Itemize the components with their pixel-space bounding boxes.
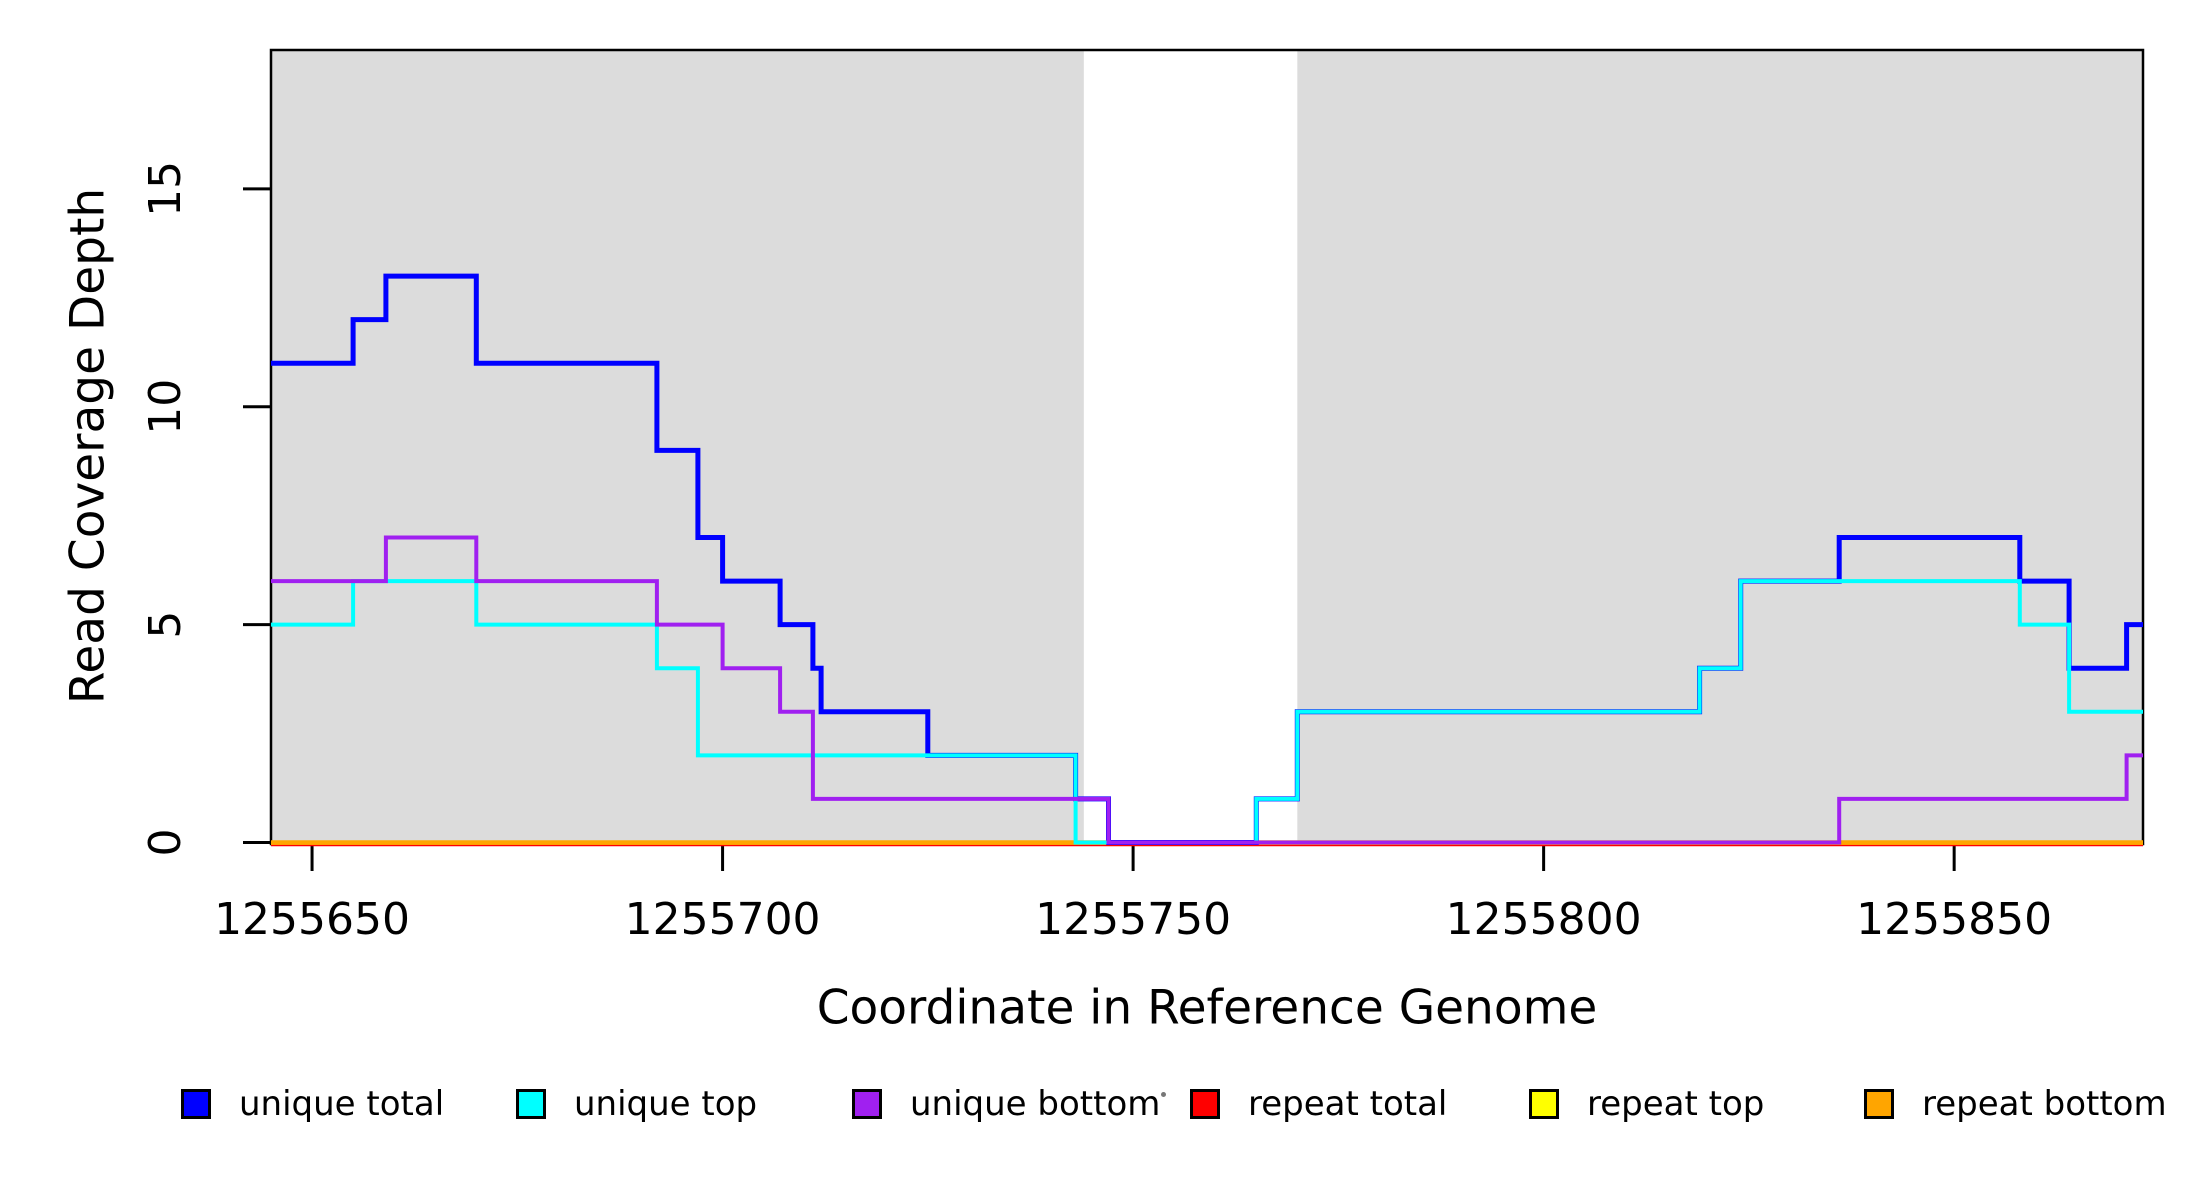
legend-item-repeat-total: repeat total (1190, 1084, 1447, 1124)
legend-swatch-unique-top (516, 1089, 546, 1119)
legend-label: repeat top (1587, 1084, 1765, 1124)
y-tick-label: 15 (140, 161, 191, 217)
legend-swatch-repeat-top (1529, 1089, 1559, 1119)
legend-label: unique total (239, 1084, 445, 1124)
legend-swatch-repeat-bottom (1864, 1089, 1894, 1119)
legend-item-unique-bottom: unique bottom (852, 1084, 1160, 1124)
legend-label: unique top (574, 1084, 758, 1124)
y-axis-title: Read Coverage Depth (60, 187, 116, 705)
shaded-region-2 (1297, 51, 2143, 843)
legend: unique total unique top unique bottom repea… (0, 0, 2200, 1124)
legend-item-repeat-bottom: repeat bottom (1864, 1084, 2167, 1124)
x-tick-label: 1255800 (1446, 894, 1642, 945)
stray-dot-artifact (1161, 1092, 1166, 1097)
x-axis-title: Coordinate in Reference Genome (816, 980, 1598, 1036)
legend-label: unique bottom (910, 1084, 1161, 1124)
x-tick-label: 1255750 (1035, 894, 1231, 945)
x-tick-label: 1255850 (1856, 894, 2052, 945)
legend-item-unique-total: unique total (181, 1084, 444, 1124)
x-tick-label: 1255700 (625, 894, 821, 945)
legend-swatch-unique-bottom (852, 1089, 882, 1119)
legend-label: repeat bottom (1922, 1084, 2167, 1124)
legend-swatch-repeat-total (1190, 1089, 1220, 1119)
legend-item-repeat-top: repeat top (1529, 1084, 1764, 1124)
x-tick-label: 1255650 (214, 894, 410, 945)
series-line-unique-bottom (271, 535, 2143, 845)
y-tick-label: 0 (140, 829, 191, 857)
legend-swatch-unique-total (181, 1089, 211, 1119)
legend-label: repeat total (1248, 1084, 1448, 1124)
y-tick-label: 10 (140, 379, 191, 435)
legend-item-unique-top: unique top (516, 1084, 757, 1124)
y-tick-label: 5 (140, 611, 191, 639)
series-line-unique-top (271, 579, 2143, 845)
shaded-region-1 (271, 51, 1084, 843)
